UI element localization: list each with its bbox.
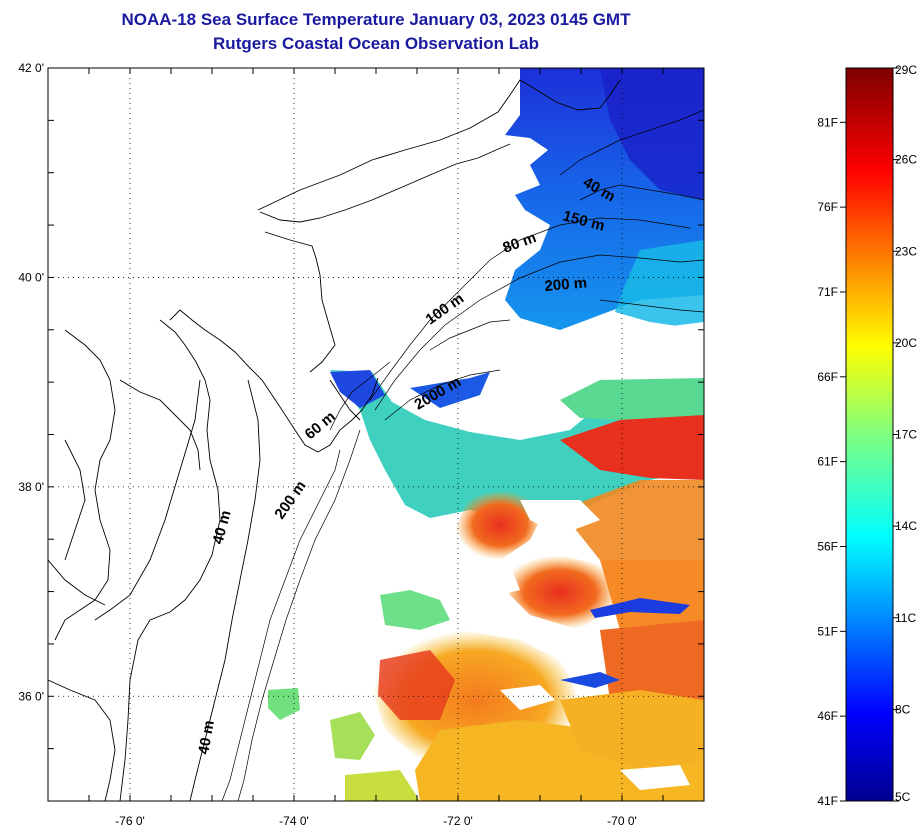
coastline	[48, 79, 621, 801]
bathymetry-contours	[221, 109, 704, 801]
map-title: NOAA-18 Sea Surface Temperature January …	[121, 10, 631, 29]
lon-tick-label: -72 0'	[443, 814, 473, 828]
contour-label: 40 m	[195, 719, 218, 756]
contour-label: 200 m	[544, 274, 588, 295]
map-subtitle: Rutgers Coastal Ocean Observation Lab	[213, 34, 539, 53]
lon-tick-label: -74 0'	[279, 814, 309, 828]
lon-tick-label: -70 0'	[607, 814, 637, 828]
lat-tick-label: 38 0'	[18, 480, 44, 494]
lat-tick-label: 40 0'	[18, 270, 44, 284]
sst-field	[48, 68, 704, 801]
lat-tick-label: 42 0'	[18, 61, 44, 75]
map-frame	[47, 67, 705, 802]
lat-tick-label: 36 0'	[18, 689, 44, 703]
lon-tick-label: -76 0'	[115, 814, 145, 828]
